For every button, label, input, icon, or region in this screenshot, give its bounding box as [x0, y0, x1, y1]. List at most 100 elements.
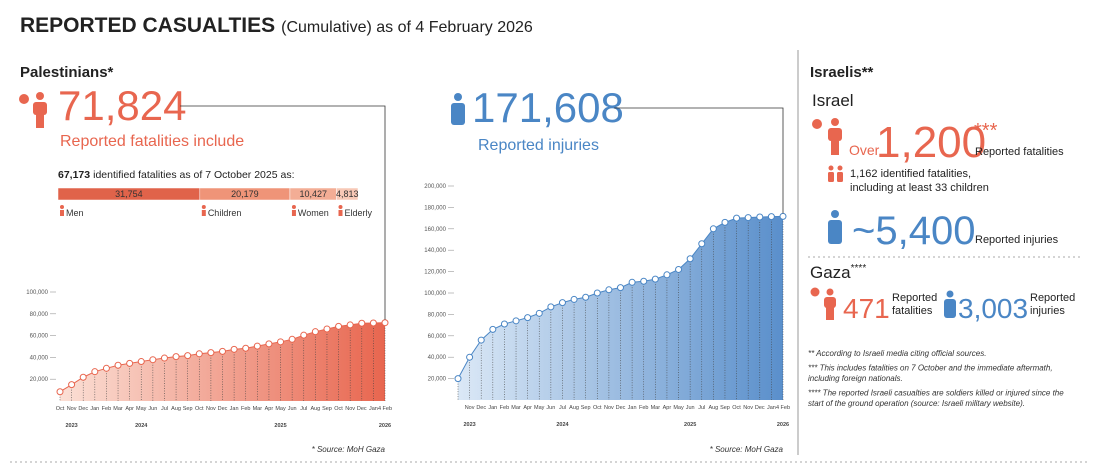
leader-line	[614, 107, 784, 214]
point	[698, 240, 706, 248]
x-tick-label: Oct	[56, 406, 65, 412]
footnote-mark: ****	[851, 263, 867, 274]
point	[311, 328, 319, 336]
point	[779, 212, 787, 220]
point	[570, 295, 578, 303]
bar-title-text: identified fatalities as of 7 October 20…	[93, 169, 294, 181]
x-tick-label: Nov	[206, 406, 216, 412]
point	[744, 214, 752, 222]
x-tick-label: Dec	[78, 406, 88, 412]
legend-icon	[60, 205, 64, 209]
x-tick-label: Oct	[732, 405, 741, 411]
footnote: *** This includes fatalities on 7 Octobe…	[808, 364, 1053, 373]
x-tick-label: Jun	[288, 406, 297, 412]
x-tick-label: Mar	[511, 405, 521, 411]
subtitle: (Cumulative) as of 4 February 2026	[281, 19, 533, 36]
x-tick-label: Sep	[720, 405, 730, 411]
injuries-label: Reported injuries	[478, 137, 599, 154]
legend-label: Elderly	[345, 208, 373, 218]
point	[230, 345, 238, 353]
x-tick-label: Jul	[300, 406, 307, 412]
x-tick-label: Aug	[171, 406, 181, 412]
header: REPORTED CASUALTIES (Cumulative) as of 4 …	[20, 14, 533, 37]
point	[323, 325, 331, 333]
point	[160, 354, 168, 362]
x-tick-label: May	[534, 405, 545, 411]
injury-icon	[828, 210, 842, 244]
point	[709, 225, 717, 233]
fatality-icon	[812, 118, 842, 155]
point	[582, 293, 590, 301]
identified-icon	[828, 165, 843, 182]
point	[79, 373, 87, 381]
point	[277, 338, 285, 346]
point	[219, 347, 226, 355]
section-heading: Israelis**	[810, 64, 874, 81]
point	[617, 284, 624, 292]
x-tick-label: Aug	[569, 405, 579, 411]
footnote: ** According to Israeli media citing off…	[808, 349, 986, 358]
point	[207, 349, 215, 357]
point	[358, 319, 366, 327]
x-tick-label: Jan	[230, 406, 239, 412]
x-tick-label: Feb	[102, 406, 111, 412]
source: * Source: MoH Gaza	[710, 445, 784, 454]
x-tick-label: Mar	[253, 406, 263, 412]
value-label: 31,754	[115, 189, 143, 199]
legend-icon	[201, 205, 206, 209]
legend-icon	[291, 205, 296, 209]
fatality-icon	[810, 287, 836, 320]
gaza-fatalities: 471	[843, 293, 890, 324]
footnote: start of the ground operation (source: I…	[808, 399, 1025, 408]
value-label: 20,179	[231, 189, 259, 199]
gaza-heading: Gaza	[810, 263, 851, 282]
point	[172, 353, 180, 361]
x-tick-label: Nov	[604, 405, 614, 411]
point	[288, 335, 296, 343]
x-tick-label: Jan	[90, 406, 99, 412]
point	[381, 319, 389, 327]
x-tick-label: Dec	[476, 405, 486, 411]
title: REPORTED CASUALTIES	[20, 14, 275, 37]
x-tick-label: Oct	[593, 405, 602, 411]
over: Over	[849, 142, 880, 158]
point	[477, 336, 485, 344]
point	[628, 278, 636, 286]
point	[767, 213, 775, 221]
y-tick-label: 140,000	[424, 248, 446, 254]
year-label: 2025	[274, 423, 286, 429]
point	[137, 358, 145, 366]
x-tick-label: Mar	[113, 406, 123, 412]
y-tick-label: 40,000	[428, 355, 447, 361]
y-tick-label: 180,000	[424, 205, 446, 211]
x-tick-label: Dec	[755, 405, 765, 411]
bar-title: 67,173 identified fatalities as of 7 Octo…	[58, 169, 295, 181]
point	[547, 303, 555, 311]
x-tick-label: Jun	[686, 405, 695, 411]
x-tick-label: Dec	[616, 405, 626, 411]
section-heading: Palestinians*	[20, 64, 114, 81]
x-tick-label: Apr	[523, 405, 532, 411]
x-tick-label: Jun	[148, 406, 157, 412]
point	[91, 368, 99, 376]
year-label: 2026	[777, 422, 789, 428]
source: * Source: MoH Gaza	[312, 445, 386, 454]
legend-icon	[60, 210, 64, 216]
identified-line: 1,162 identified fatalities,	[850, 168, 971, 180]
point	[454, 375, 462, 383]
injury-icon	[451, 93, 465, 125]
gaza-label: Reported	[1030, 292, 1075, 304]
legend-icon	[201, 210, 206, 216]
point	[102, 364, 110, 372]
y-tick-label: 100,000	[424, 291, 446, 297]
point	[369, 319, 377, 327]
gaza-injuries: 3,003	[958, 293, 1028, 324]
year-label: 2024	[556, 422, 569, 428]
point	[733, 214, 741, 222]
year-label: 2024	[135, 423, 148, 429]
y-tick-label: 60,000	[428, 334, 447, 340]
x-tick-label: Sep	[183, 406, 193, 412]
y-tick-label: 40,000	[30, 355, 49, 361]
legend-label: Men	[66, 208, 84, 218]
point	[535, 309, 543, 317]
